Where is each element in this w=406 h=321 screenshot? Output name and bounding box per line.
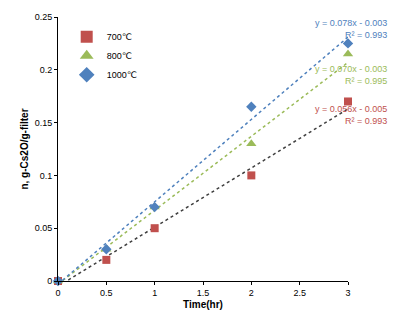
svg-text:n, g-Cs2O/g-filter: n, g-Cs2O/g-filter [19, 108, 30, 189]
svg-text:700℃: 700℃ [107, 32, 132, 42]
svg-text:0.5: 0.5 [100, 288, 113, 298]
svg-text:0.25: 0.25 [35, 12, 53, 22]
svg-text:2: 2 [249, 288, 254, 298]
svg-text:3: 3 [345, 288, 350, 298]
svg-text:y = 0.056x - 0.005R² = 0.993: y = 0.056x - 0.005R² = 0.993 [315, 104, 387, 126]
svg-text:1: 1 [152, 288, 157, 298]
svg-text:y = 0.070x - 0.003R² = 0.995: y = 0.070x - 0.003R² = 0.995 [315, 64, 387, 86]
svg-text:1.5: 1.5 [197, 288, 210, 298]
svg-text:0: 0 [47, 276, 52, 286]
svg-text:0.05: 0.05 [35, 223, 53, 233]
svg-text:0.2: 0.2 [40, 65, 53, 75]
svg-text:0.15: 0.15 [35, 118, 53, 128]
svg-text:0.1: 0.1 [40, 171, 53, 181]
svg-text:2.5: 2.5 [293, 288, 306, 298]
svg-text:y = 0.078x - 0.003R² = 0.993: y = 0.078x - 0.003R² = 0.993 [315, 18, 387, 40]
svg-text:1000℃: 1000℃ [107, 70, 137, 80]
svg-text:800℃: 800℃ [107, 51, 132, 61]
svg-text:Time(hr): Time(hr) [183, 299, 223, 310]
svg-text:0: 0 [55, 288, 60, 298]
